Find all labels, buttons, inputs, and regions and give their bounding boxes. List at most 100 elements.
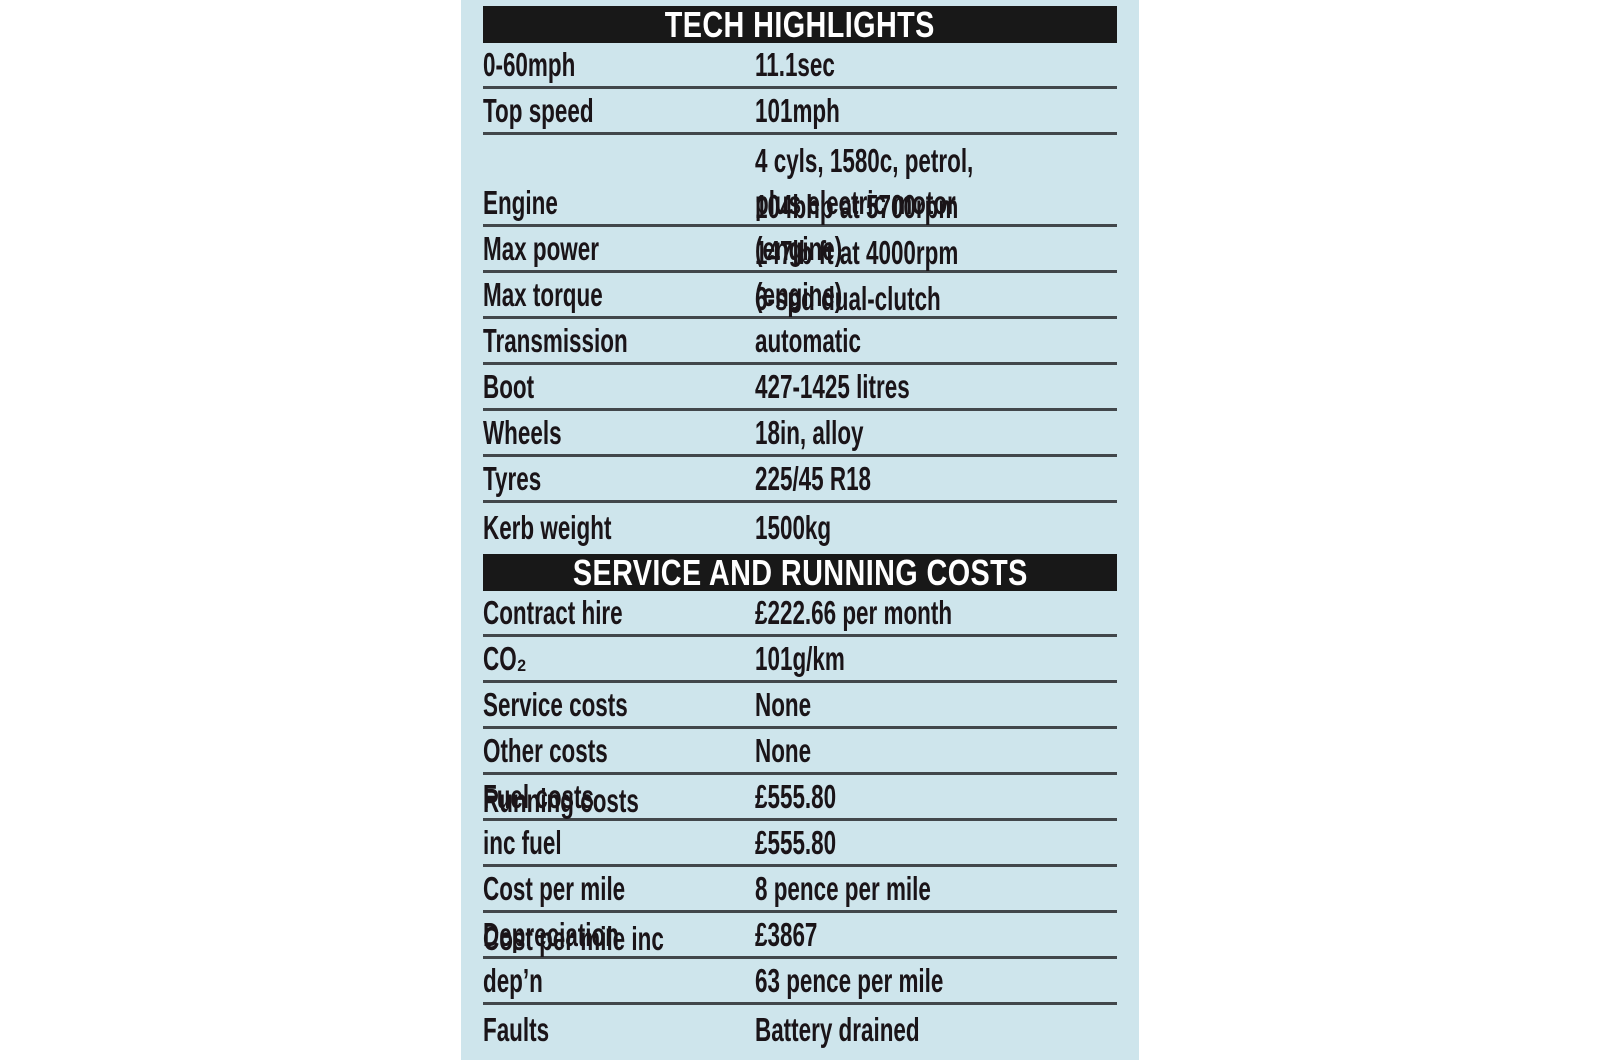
spec-value-cell: 101g/km: [755, 638, 1117, 680]
spec-value-cell: £222.66 per month: [755, 592, 1117, 634]
spec-value: None: [755, 686, 812, 723]
spec-row-faults: Faults Battery drained: [483, 1005, 1117, 1051]
spec-value-cell: None: [755, 730, 1117, 772]
spec-row-kerb-weight: Kerb weight 1500kg: [483, 503, 1117, 549]
spec-row-cost-per-mile-inc-depn: Cost per mile inc dep’n 63 pence per mil…: [483, 920, 1117, 1005]
spec-label: Boot: [483, 368, 535, 405]
spec-row-co2: CO₂ 101g/km: [483, 637, 1117, 683]
spec-label: Cost per mile inc dep’n: [483, 920, 664, 999]
spec-row-0-60mph: 0-60mph 11.1sec: [483, 43, 1117, 89]
spec-value-cell: 427-1425 litres: [755, 366, 1117, 408]
spec-label: Engine: [483, 184, 558, 221]
spec-value-cell: Battery drained: [755, 1009, 1117, 1051]
spec-row-tyres: Tyres 225/45 R18: [483, 457, 1117, 503]
spec-label-cell: Depreciation: [483, 914, 755, 956]
spec-label-cell: Cost per mile inc dep’n: [483, 918, 755, 1002]
spec-value-cell: 147lb ft at 4000rpm (engine): [755, 232, 1117, 316]
spec-label-cell: Engine: [483, 182, 755, 224]
spec-label: CO₂: [483, 640, 527, 677]
spec-label: Cost per mile: [483, 870, 626, 907]
spec-value-cell: £3867: [755, 914, 1117, 956]
spec-row-fuel-costs: Fuel costs £555.80: [483, 775, 1117, 821]
spec-value: 147lb ft at 4000rpm (engine): [755, 234, 959, 313]
spec-label-cell: Other costs: [483, 730, 755, 772]
spec-row-contract-hire: Contract hire £222.66 per month: [483, 591, 1117, 637]
spec-label-cell: Fuel costs: [483, 776, 755, 818]
spec-label-cell: Wheels: [483, 412, 755, 454]
spec-label: Transmission: [483, 322, 628, 359]
spec-value: 1500kg: [755, 509, 832, 546]
spec-value: £3867: [755, 916, 818, 953]
spec-value-cell: 6-spd dual-clutch automatic: [755, 278, 1117, 362]
spec-value-cell: 63 pence per mile: [755, 960, 1117, 1002]
spec-row-max-torque: Max torque 147lb ft at 4000rpm (engine): [483, 234, 1117, 319]
spec-value: 101mph: [755, 92, 840, 129]
spec-label-cell: Boot: [483, 366, 755, 408]
spec-value: 6-spd dual-clutch automatic: [755, 280, 941, 359]
spec-value-cell: 101mph: [755, 90, 1117, 132]
spec-label-cell: Max torque: [483, 274, 755, 316]
spec-table-content: TECH HIGHLIGHTS 0-60mph 11.1sec Top spee…: [483, 3, 1117, 1051]
spec-value-cell: 225/45 R18: [755, 458, 1117, 500]
spec-value: £222.66 per month: [755, 594, 953, 631]
spec-row-transmission: Transmission 6-spd dual-clutch automatic: [483, 280, 1117, 365]
spec-label: 0-60mph: [483, 46, 576, 83]
spec-value: None: [755, 732, 812, 769]
spec-label: Faults: [483, 1011, 550, 1048]
spec-label: Service costs: [483, 686, 628, 723]
spec-row-wheels: Wheels 18in, alloy: [483, 411, 1117, 457]
spec-row-service-costs: Service costs None: [483, 683, 1117, 729]
spec-row-boot: Boot 427-1425 litres: [483, 365, 1117, 411]
spec-value: 63 pence per mile: [755, 962, 944, 999]
spec-value: 101g/km: [755, 640, 845, 677]
spec-label: Other costs: [483, 732, 608, 769]
spec-value: 8 pence per mile: [755, 870, 931, 907]
spec-value: 4 cyls, 1580c, petrol, plus electric mot…: [755, 142, 974, 221]
spec-value-cell: 1500kg: [755, 507, 1117, 549]
spec-label: Top speed: [483, 92, 594, 129]
spec-label: Depreciation: [483, 916, 619, 953]
spec-label-cell: 0-60mph: [483, 44, 755, 86]
spec-label: Max power: [483, 230, 599, 267]
spec-value-cell: 11.1sec: [755, 44, 1117, 86]
spec-label-cell: Max power: [483, 228, 755, 270]
spec-row-depreciation: Depreciation £3867: [483, 913, 1117, 959]
spec-row-cost-per-mile: Cost per mile 8 pence per mile: [483, 867, 1117, 913]
spec-label: Kerb weight: [483, 509, 612, 546]
spec-label-cell: Kerb weight: [483, 507, 755, 549]
spec-label-cell: Tyres: [483, 458, 755, 500]
spec-label-cell: Running costs inc fuel: [483, 780, 755, 864]
spec-value: Battery drained: [755, 1011, 920, 1048]
spec-row-top-speed: Top speed 101mph: [483, 89, 1117, 135]
spec-label-cell: Contract hire: [483, 592, 755, 634]
spec-label-cell: Cost per mile: [483, 868, 755, 910]
spec-label: Contract hire: [483, 594, 623, 631]
spec-label: Tyres: [483, 460, 542, 497]
spec-value: 427-1425 litres: [755, 368, 910, 405]
spec-value: 18in, alloy: [755, 414, 864, 451]
spec-value-cell: 104bhp at 5700rpm (engine): [755, 186, 1117, 270]
spec-label-cell: Faults: [483, 1009, 755, 1051]
spec-value-cell: £555.80: [755, 776, 1117, 818]
spec-row-running-costs-inc-fuel: Running costs inc fuel £555.80: [483, 782, 1117, 867]
spec-label-cell: Top speed: [483, 90, 755, 132]
spec-value: 104bhp at 5700rpm (engine): [755, 188, 959, 267]
spec-value-cell: None: [755, 684, 1117, 726]
spec-label-cell: Transmission: [483, 320, 755, 362]
spec-value: 11.1sec: [755, 46, 835, 83]
spec-value: 225/45 R18: [755, 460, 872, 497]
spec-row-max-power: Max power 104bhp at 5700rpm (engine): [483, 188, 1117, 273]
spec-value: £555.80: [755, 778, 837, 815]
spec-value-cell: £555.80: [755, 822, 1117, 864]
spec-row-engine: Engine 4 cyls, 1580c, petrol, plus elect…: [483, 135, 1117, 227]
section-title: TECH HIGHLIGHTS: [665, 3, 935, 45]
spec-value-cell: 4 cyls, 1580c, petrol, plus electric mot…: [755, 140, 1117, 224]
spec-label-cell: Service costs: [483, 684, 755, 726]
spec-label: Max torque: [483, 276, 603, 313]
spec-value-cell: 18in, alloy: [755, 412, 1117, 454]
spec-label: Running costs inc fuel: [483, 782, 639, 861]
spec-row-other-costs: Other costs None: [483, 729, 1117, 775]
spec-table-panel: TECH HIGHLIGHTS 0-60mph 11.1sec Top spee…: [461, 0, 1139, 1060]
spec-label: Fuel costs: [483, 778, 594, 815]
spec-value: £555.80: [755, 824, 837, 861]
